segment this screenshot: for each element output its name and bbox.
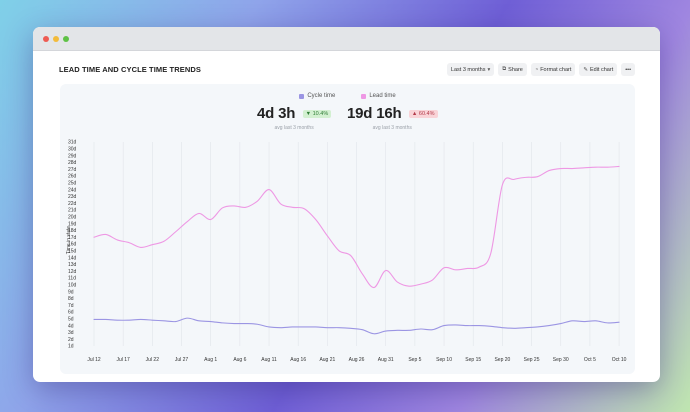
legend-item-lead-time[interactable]: Lead time (361, 93, 396, 99)
y-tick-label: 14d (68, 255, 77, 261)
x-tick-label: Oct 5 (584, 357, 596, 363)
cycle-time-value: 4d 3h (257, 105, 296, 123)
y-tick-label: 19d (68, 221, 77, 227)
x-tick-label: Jul 27 (175, 357, 189, 363)
y-tick-label: 16d (68, 242, 77, 248)
y-tick-label: 6d (68, 310, 74, 316)
x-tick-label: Aug 11 (261, 357, 277, 363)
lead-time-value: 19d 16h (347, 105, 402, 123)
x-tick-label: Oct 10 (612, 357, 627, 363)
x-tick-label: Sep 20 (494, 357, 510, 363)
x-tick-label: Aug 31 (378, 357, 394, 363)
share-icon: ⧉ (502, 66, 507, 72)
minimize-window-button[interactable] (53, 36, 59, 42)
chart-legend: Cycle time Lead time (60, 93, 635, 99)
window-titlebar (33, 27, 660, 51)
y-tick-label: 18d (68, 228, 77, 234)
x-tick-label: Sep 10 (436, 357, 452, 363)
y-tick-label: 26d (68, 174, 77, 180)
edit-chart-label: Edit chart (589, 66, 614, 73)
more-icon: ••• (625, 66, 631, 73)
maximize-window-button[interactable] (63, 36, 69, 42)
more-options-button[interactable]: ••• (621, 63, 635, 76)
x-tick-label: Jul 22 (146, 357, 160, 363)
chevron-down-icon: ▾ (487, 66, 491, 73)
y-tick-label: 23d (68, 194, 77, 200)
y-tick-label: 17d (68, 235, 77, 241)
y-tick-label: 22d (68, 201, 77, 207)
y-tick-label: 3d (68, 330, 74, 336)
date-range-label: Last 3 months (450, 66, 486, 73)
y-tick-label: 21d (68, 208, 77, 214)
legend-item-cycle-time[interactable]: Cycle time (299, 93, 335, 99)
y-tick-label: 24d (68, 187, 77, 193)
y-tick-label: 30d (68, 147, 77, 153)
format-chart-label: Format chart (540, 66, 572, 73)
format-chart-button[interactable]: ◔ Format chart (530, 63, 576, 76)
x-tick-label: Jul 12 (87, 357, 101, 363)
legend-label-cycle-time: Cycle time (307, 93, 336, 99)
cycle-time-line (93, 317, 620, 335)
cycle-time-swatch (299, 93, 305, 99)
share-label: Share (508, 66, 523, 73)
x-tick-label: Sep 15 (465, 357, 481, 363)
y-tick-label: 29d (68, 153, 77, 159)
y-tick-label: 2d (68, 337, 74, 343)
lead-time-line (93, 165, 620, 289)
y-tick-label: 31d (68, 140, 77, 146)
y-tick-label: 13d (68, 262, 77, 268)
share-button[interactable]: ⧉ Share (498, 63, 527, 76)
cycle-time-subtitle: avg last 3 months (274, 125, 314, 131)
y-tick-label: 12d (68, 269, 77, 275)
y-tick-label: 4d (68, 323, 74, 329)
edit-icon: ✎ (583, 66, 588, 73)
lead-time-change-badge: ▲ 60.4% (408, 109, 438, 118)
app-window: LEAD TIME AND CYCLE TIME TRENDS Last 3 m… (33, 27, 660, 382)
y-tick-label: 7d (68, 303, 74, 309)
toolbar: Last 3 months ▾ ⧉ Share ◔ Format chart ✎… (446, 63, 635, 76)
chart-panel: Cycle time Lead time 4d 3h ▼ 10.4% avg l… (60, 84, 635, 374)
x-tick-label: Aug 1 (204, 357, 217, 363)
y-tick-label: 5d (68, 317, 74, 323)
y-tick-label: 28d (68, 160, 77, 166)
x-tick-label: Jul 17 (116, 357, 130, 363)
lead-time-subtitle: avg last 3 months (372, 125, 412, 131)
cycle-time-change-badge: ▼ 10.4% (302, 109, 332, 118)
cycle-time-stat: 4d 3h ▼ 10.4% avg last 3 months (257, 105, 332, 131)
edit-chart-button[interactable]: ✎ Edit chart (579, 63, 618, 76)
palette-icon: ◔ (534, 66, 539, 73)
y-tick-label: 9d (68, 289, 74, 295)
y-tick-label: 8d (68, 296, 74, 302)
close-window-button[interactable] (43, 36, 49, 42)
lead-time-stat: 19d 16h ▲ 60.4% avg last 3 months (347, 105, 438, 131)
x-tick-label: Sep 30 (553, 357, 569, 363)
lead-time-swatch (361, 93, 367, 99)
y-tick-label: 25d (68, 181, 77, 187)
x-tick-label: Sep 25 (524, 357, 540, 363)
chart-header: LEAD TIME AND CYCLE TIME TRENDS Last 3 m… (59, 63, 635, 79)
y-tick-label: 10d (68, 283, 77, 289)
x-tick-label: Aug 16 (290, 357, 306, 363)
page-title: LEAD TIME AND CYCLE TIME TRENDS (59, 65, 201, 74)
x-tick-label: Aug 21 (319, 357, 335, 363)
y-tick-label: 27d (68, 167, 77, 173)
y-tick-label: 20d (68, 215, 77, 221)
y-tick-label: 1d (68, 344, 74, 350)
date-range-dropdown[interactable]: Last 3 months ▾ (446, 63, 495, 76)
line-chart: Jul 12 Jul 17 Jul 22 Jul 27 Aug 1 Aug 6 Aug 11… (68, 140, 627, 363)
x-tick-label: Aug 6 (233, 357, 246, 363)
x-tick-label: Sep 5 (408, 357, 421, 363)
legend-label-lead-time: Lead time (369, 93, 396, 99)
x-tick-label: Aug 26 (349, 357, 365, 363)
y-tick-label: 15d (68, 249, 77, 255)
y-tick-label: 11d (68, 276, 76, 282)
